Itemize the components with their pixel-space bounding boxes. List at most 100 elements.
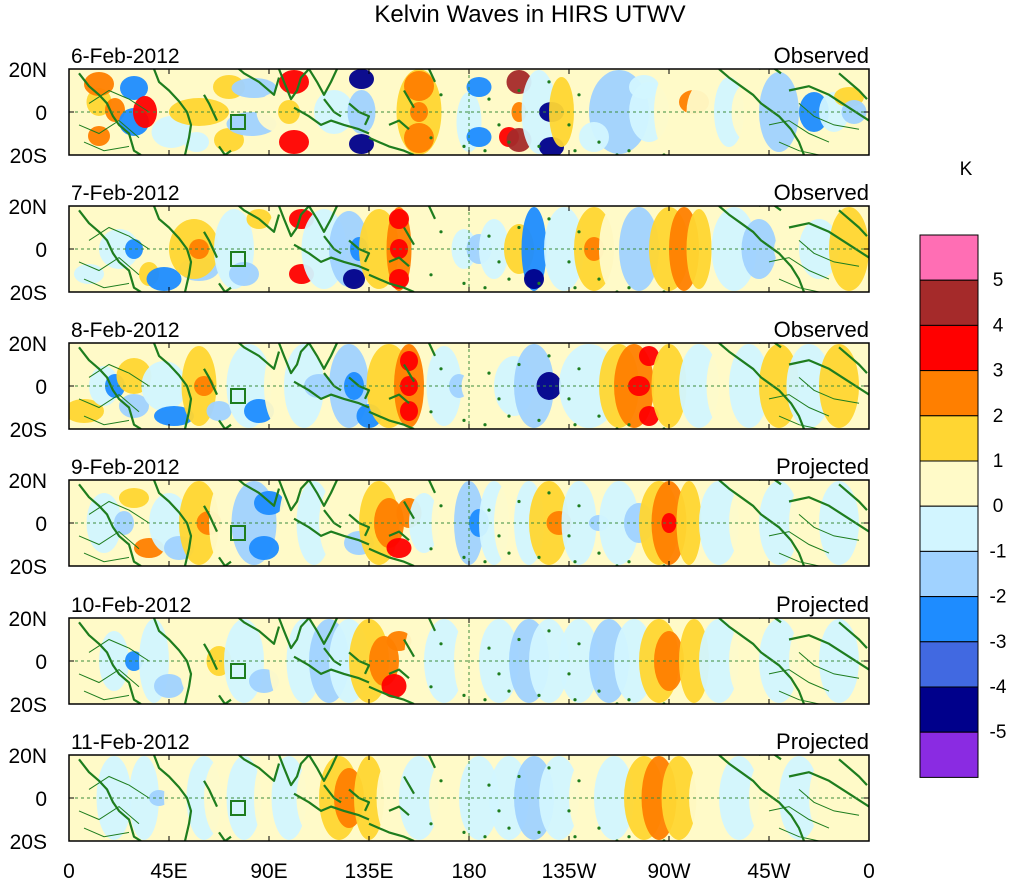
anomaly-contour [639, 346, 659, 366]
coastline [403, 638, 415, 658]
island [547, 491, 551, 495]
island [507, 277, 511, 281]
coastline [766, 792, 806, 841]
coastline [237, 618, 281, 645]
coastline [308, 618, 338, 645]
island [439, 93, 443, 97]
region-box-marker [230, 114, 246, 130]
island [483, 286, 487, 290]
coastline [718, 69, 768, 109]
colorbar-label: -3 [990, 632, 1007, 653]
island [577, 93, 581, 97]
island [497, 397, 501, 401]
country-border [78, 393, 140, 413]
coastline [718, 755, 768, 795]
anomaly-contour [278, 100, 300, 124]
anomaly-contour [400, 401, 418, 421]
island [487, 371, 491, 375]
coastline [277, 618, 310, 650]
anomaly-contour [349, 134, 374, 154]
coastlines [78, 69, 869, 155]
latitude-label: 20S [10, 282, 47, 305]
coastline [203, 643, 218, 671]
colorbar-label: 5 [993, 270, 1004, 291]
island [627, 149, 631, 153]
country-border [83, 278, 130, 289]
coastline [218, 556, 232, 566]
panel: 20N 0 20S 7-Feb-2012 Observed [8, 180, 870, 305]
panel-status: Projected [776, 454, 869, 479]
country-border [798, 789, 860, 816]
latitude-label: 20S [10, 145, 47, 168]
island [462, 144, 466, 148]
island [537, 281, 541, 285]
longitude-label: 0 [863, 860, 875, 883]
island [439, 642, 443, 646]
coastline [428, 343, 436, 357]
island [429, 822, 433, 826]
panel: 20N 0 20S 9-Feb-2012 Projected [8, 454, 870, 579]
longitude-label: 180 [451, 860, 486, 883]
anomaly-contour [133, 96, 157, 128]
panels: 20N 0 20S 6-Feb-2012 Observed 20N 0 20S 7-Feb-20… [8, 43, 870, 854]
anomaly-contour [599, 207, 629, 291]
country-border [78, 668, 140, 688]
anomaly-contour [404, 71, 434, 101]
island [462, 555, 466, 560]
anomaly-contour [479, 619, 519, 703]
anomaly-contour [209, 481, 239, 565]
anomaly-contour [686, 82, 722, 142]
coastline [348, 651, 371, 675]
anomaly-contour [466, 127, 492, 147]
longitude-label: 135E [344, 860, 393, 883]
island [429, 410, 433, 414]
longitude-label: 45E [150, 860, 187, 883]
anomaly-contour [386, 538, 412, 558]
coastline [428, 755, 436, 769]
island [597, 551, 601, 555]
anomaly-contour [381, 674, 407, 698]
colorbar-swatch [919, 415, 979, 462]
latitude-label: 20N [8, 470, 47, 493]
longitude-label: 45W [747, 860, 790, 883]
anomaly-contour [400, 351, 418, 371]
island [487, 508, 491, 512]
coastline [718, 343, 768, 383]
island [517, 225, 521, 230]
island [547, 766, 551, 770]
country-border [778, 552, 820, 566]
panel-status: Observed [774, 317, 869, 342]
anomaly-contour [154, 674, 184, 698]
coastline [388, 393, 410, 405]
island [497, 534, 501, 538]
island [483, 698, 487, 702]
anomaly-contour [119, 488, 149, 508]
coastline [838, 758, 868, 786]
country-border [83, 552, 130, 563]
anomaly-contour [151, 116, 192, 148]
anomaly-contour [389, 209, 409, 229]
island [567, 123, 571, 127]
latitude-label: 0 [35, 376, 47, 399]
panel-status: Projected [776, 592, 869, 617]
island [627, 286, 631, 290]
panel-date: 10-Feb-2012 [71, 594, 191, 617]
island [547, 80, 551, 84]
island [573, 286, 577, 290]
island [537, 418, 541, 422]
colorbar-label: 3 [993, 361, 1004, 382]
island [577, 504, 581, 508]
region-box-marker [230, 388, 246, 404]
panel-status: Observed [774, 180, 869, 205]
country-border [78, 256, 140, 276]
coastline [759, 69, 782, 75]
anomaly-contour [329, 211, 369, 287]
coastline [152, 343, 193, 429]
coastline [838, 621, 868, 649]
island [567, 672, 571, 676]
latitude-label: 20S [10, 694, 47, 717]
island [547, 354, 551, 358]
panel-date: 6-Feb-2012 [71, 45, 180, 68]
coastline [368, 410, 415, 429]
longitude-axis: 0 45E 90E 135E 180 135W 90W 45W 0 [63, 860, 875, 883]
